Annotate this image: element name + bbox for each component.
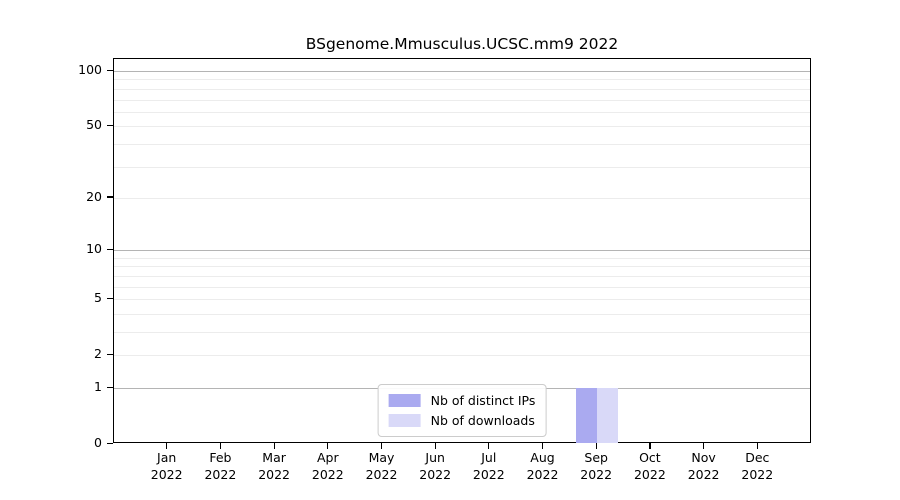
gridline-y-60 <box>114 111 810 113</box>
gridline-y-20 <box>114 197 810 199</box>
x-tick-label: Nov 2022 <box>687 450 720 482</box>
gridline-y-2 <box>114 355 810 357</box>
x-tick-label: May 2022 <box>365 450 398 482</box>
y-tick-label: 0 <box>94 435 102 450</box>
legend-row: Nb of downloads <box>388 413 536 428</box>
legend-row: Nb of distinct IPs <box>388 393 536 408</box>
gridline-y-40 <box>114 143 810 145</box>
y-tick-label: 100 <box>78 62 102 77</box>
legend-label: Nb of downloads <box>430 413 535 428</box>
x-tick-Feb <box>219 443 222 449</box>
y-tick-20 <box>107 196 113 198</box>
x-tick-label: Apr 2022 <box>311 450 344 482</box>
y-tick-2 <box>107 353 113 355</box>
x-tick-Oct <box>649 443 651 449</box>
x-tick-Nov <box>703 443 705 449</box>
x-tick-label: Oct 2022 <box>633 450 666 482</box>
y-tick-label: 20 <box>86 188 102 204</box>
bar-distinct-ips-Sep <box>576 388 598 443</box>
gridline-y-80 <box>114 88 810 90</box>
gridline-y-10 <box>114 250 810 252</box>
gridline-y-6 <box>114 286 810 288</box>
gridline-y-5 <box>114 299 810 301</box>
x-tick-label: Sep 2022 <box>580 450 613 482</box>
y-tick-label: 10 <box>86 241 102 257</box>
y-tick-10 <box>107 248 113 250</box>
gridline-y-8 <box>114 266 810 268</box>
x-tick-Sep <box>595 443 597 449</box>
y-tick-100 <box>107 69 113 71</box>
y-tick-label: 1 <box>94 379 102 394</box>
gridline-y-100 <box>114 71 810 72</box>
y-tick-label: 5 <box>94 290 102 306</box>
gridline-y-9 <box>114 257 810 259</box>
x-tick-label: Mar 2022 <box>258 450 290 482</box>
y-tick-1 <box>107 386 113 388</box>
y-tick-label: 50 <box>86 117 102 133</box>
x-tick-label: Dec 2022 <box>741 450 774 482</box>
x-tick-Jan <box>166 443 168 449</box>
y-tick-0 <box>107 442 113 444</box>
x-tick-Mar <box>273 443 275 449</box>
gridline-y-30 <box>114 166 810 168</box>
x-tick-Dec <box>756 443 758 449</box>
plot-area: Nb of distinct IPs Nb of downloads <box>113 58 811 443</box>
y-tick-50 <box>107 124 113 126</box>
legend-label: Nb of distinct IPs <box>430 393 536 408</box>
gridline-y-90 <box>114 79 810 81</box>
y-tick-label: 2 <box>94 346 102 362</box>
x-tick-label: Jul 2022 <box>472 450 505 482</box>
x-tick-Jun <box>434 443 436 449</box>
x-tick-label: Aug 2022 <box>526 450 559 482</box>
legend-swatch-distinct-ips <box>388 394 421 407</box>
legend: Nb of distinct IPs Nb of downloads <box>377 384 547 437</box>
x-tick-Jul <box>488 443 490 449</box>
bar-downloads-Sep <box>597 388 619 443</box>
legend-swatch-downloads <box>388 414 421 427</box>
x-tick-May <box>381 443 383 449</box>
gridline-y-70 <box>114 99 810 101</box>
x-tick-Apr <box>327 443 329 449</box>
gridline-y-7 <box>114 275 810 277</box>
chart-title: BSgenome.Mmusculus.UCSC.mm9 2022 <box>305 35 619 53</box>
y-tick-5 <box>107 297 113 299</box>
gridline-y-3 <box>114 332 810 333</box>
x-tick-label: Jun 2022 <box>419 450 452 482</box>
gridline-y-50 <box>114 126 810 128</box>
gridline-y-4 <box>114 313 810 315</box>
x-tick-label: Jan 2022 <box>150 450 183 482</box>
x-tick-Aug <box>542 443 544 449</box>
x-tick-label: Feb 2022 <box>204 450 237 482</box>
